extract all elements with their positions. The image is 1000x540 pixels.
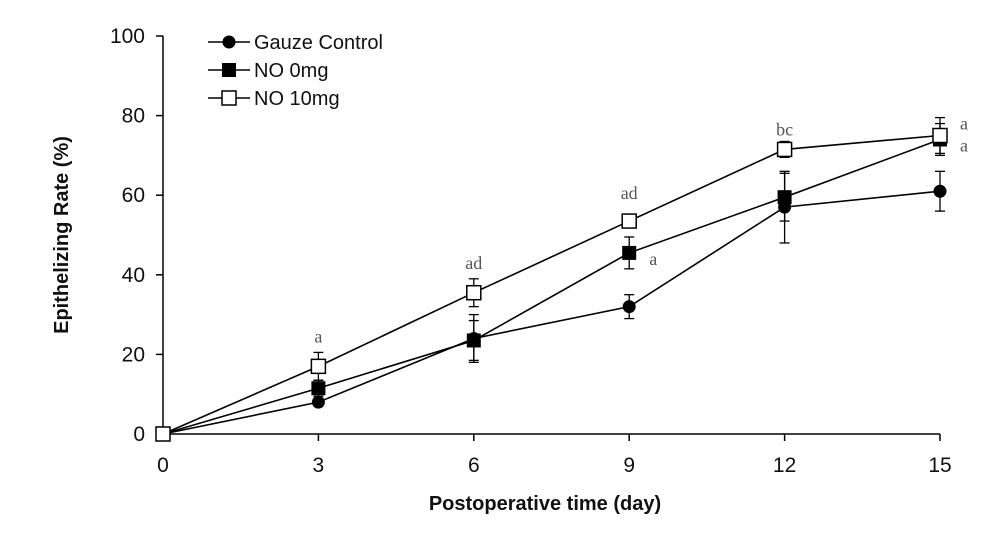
significance-annotation: ad xyxy=(465,253,482,273)
data-point xyxy=(311,395,325,409)
y-ticks: 0 20 40 60 80 100 xyxy=(110,25,163,446)
data-point xyxy=(466,284,482,301)
significance-annotation: a xyxy=(960,114,968,134)
y-tick-label: 40 xyxy=(122,264,145,287)
legend-item: NO 0mg xyxy=(208,60,328,82)
y-tick-label: 0 xyxy=(133,423,145,446)
data-point xyxy=(466,333,481,348)
x-tick-label: 9 xyxy=(623,454,635,477)
series-layer xyxy=(155,116,948,442)
data-point xyxy=(310,358,327,375)
significance-annotation: a xyxy=(960,135,968,155)
y-tick-label: 100 xyxy=(110,25,145,48)
y-tick-label: 60 xyxy=(122,184,145,207)
significance-annotation: bc xyxy=(776,120,793,140)
x-ticks: 0 3 6 9 12 15 xyxy=(157,434,952,477)
y-axis-title: Epithelizing Rate (%) xyxy=(51,136,73,334)
legend-item: Gauze Control xyxy=(208,32,383,54)
legend: Gauze Control NO 0mg NO 10mg xyxy=(208,32,383,110)
series-line xyxy=(162,134,941,435)
data-point xyxy=(155,426,171,442)
x-tick-label: 6 xyxy=(468,454,480,477)
data-point xyxy=(311,381,326,396)
legend-item: NO 10mg xyxy=(208,88,340,110)
x-tick-label: 3 xyxy=(313,454,325,477)
y-tick-label: 20 xyxy=(122,343,145,366)
x-tick-label: 0 xyxy=(157,454,169,477)
data-point xyxy=(777,190,792,205)
data-point xyxy=(933,184,947,198)
data-point xyxy=(622,300,636,314)
significance-annotation: a xyxy=(314,326,322,346)
x-tick-label: 12 xyxy=(773,454,796,477)
y-tick-label: 80 xyxy=(122,105,145,128)
legend-marker xyxy=(222,63,236,77)
series-2 xyxy=(156,122,947,441)
legend-marker xyxy=(222,35,236,49)
data-point xyxy=(622,245,637,260)
series-3 xyxy=(155,116,948,442)
legend-label: NO 0mg xyxy=(254,60,328,82)
legend-label: NO 10mg xyxy=(254,88,340,110)
series-line xyxy=(162,190,941,435)
data-point xyxy=(932,127,948,144)
data-point xyxy=(776,141,793,158)
series-1 xyxy=(156,170,947,441)
axes xyxy=(162,36,940,435)
significance-annotation: a xyxy=(649,249,657,269)
legend-label: Gauze Control xyxy=(254,32,383,54)
x-tick-label: 15 xyxy=(928,454,951,477)
data-point xyxy=(621,213,637,229)
series-line xyxy=(162,138,941,435)
x-axis-title: Postoperative time (day) xyxy=(429,493,661,515)
significance-annotation: ad xyxy=(621,183,638,203)
legend-marker xyxy=(221,90,237,106)
